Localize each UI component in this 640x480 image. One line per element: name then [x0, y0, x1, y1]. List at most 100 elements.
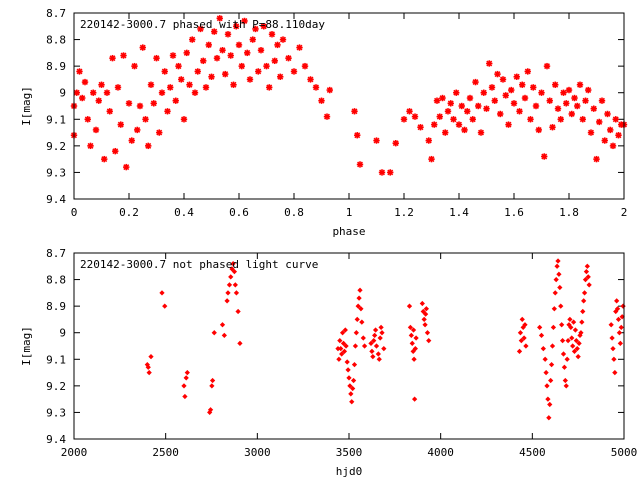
unphased-data-point — [351, 361, 358, 368]
unphased-data-point — [569, 335, 575, 341]
phased-data-point — [428, 155, 435, 163]
phased-data-point — [607, 126, 614, 134]
phased-axis-ticks: 0 0.2 0.4 0.6 0.8 1 1.2 1.4 1.6 1.8 2 8.7 8.8 8.9 9 9.1… — [46, 7, 627, 219]
phased-data-point — [455, 121, 463, 128]
phased-data-point — [200, 57, 207, 65]
unphased-y-tick-label: 9.4 — [46, 433, 66, 446]
unphased-y-axis-label: I[mag] — [20, 326, 33, 366]
unphased-data-point — [162, 303, 168, 309]
unphased-data-point — [419, 300, 425, 307]
phased-data-point — [112, 147, 119, 155]
unphased-data-point — [559, 338, 566, 344]
unphased-y-tick-label: 8.9 — [46, 300, 66, 313]
phased-data-point — [301, 62, 309, 70]
phased-data-points — [70, 15, 628, 176]
phased-data-point — [106, 108, 113, 115]
phased-data-point — [431, 121, 438, 128]
phased-data-point — [266, 84, 273, 91]
phased-x-tick-label: 1.6 — [504, 206, 524, 219]
phased-data-point — [464, 108, 471, 115]
phased-data-point — [406, 108, 413, 115]
phased-data-point — [227, 52, 234, 59]
phased-data-point — [263, 62, 270, 70]
unphased-data-point — [410, 327, 417, 333]
phased-data-point — [211, 28, 218, 35]
phased-data-point — [354, 132, 361, 139]
unphased-x-axis-label: hjd0 — [336, 465, 363, 478]
unphased-data-point — [146, 369, 152, 376]
unphased-data-point — [555, 258, 561, 264]
unphased-data-point — [612, 369, 618, 376]
phased-data-point — [469, 116, 476, 123]
phased-data-point — [312, 84, 320, 91]
unphased-data-point — [582, 276, 589, 283]
phased-data-point — [519, 81, 526, 88]
unphased-data-point — [360, 335, 366, 341]
phased-data-point — [114, 84, 122, 91]
phased-data-point — [260, 23, 267, 30]
phased-data-point — [400, 116, 408, 123]
phased-data-point — [587, 129, 595, 136]
unphased-data-point — [518, 338, 524, 344]
unphased-y-tick-label: 9.1 — [46, 353, 66, 366]
unphased-data-point — [232, 282, 238, 288]
unphased-data-point — [420, 308, 426, 315]
phased-data-point — [73, 89, 80, 96]
unphased-data-point — [355, 303, 361, 309]
phased-data-point — [186, 81, 193, 88]
phased-data-point — [458, 102, 465, 110]
phased-data-point — [180, 116, 188, 123]
phased-data-point — [81, 78, 89, 86]
phased-data-point — [131, 62, 138, 70]
phased-data-point — [466, 94, 474, 102]
phased-data-point — [183, 49, 190, 57]
phased-data-point — [392, 140, 399, 147]
phased-y-tick-label: 8.7 — [46, 7, 66, 20]
phased-data-point — [142, 116, 149, 123]
phased-data-point — [147, 81, 155, 88]
unphased-data-point — [341, 348, 348, 354]
phased-data-point — [189, 36, 196, 43]
phased-data-point — [472, 78, 479, 86]
unphased-data-point — [574, 346, 580, 352]
unphased-data-point — [412, 346, 418, 352]
phased-data-point — [475, 102, 482, 110]
phased-data-point — [109, 54, 116, 62]
unphased-data-point — [570, 319, 577, 325]
phased-data-point — [235, 41, 243, 49]
unphased-chart-title: 220142-3000.7 not phased light curve — [80, 258, 318, 271]
phased-data-point — [521, 94, 529, 102]
phased-data-point — [98, 81, 105, 88]
phased-data-point — [241, 17, 248, 25]
phased-data-point — [222, 70, 229, 78]
phased-plot-frame — [73, 12, 625, 200]
unphased-data-point — [546, 415, 552, 421]
phased-data-point — [79, 94, 86, 102]
phased-data-point — [505, 121, 512, 128]
phased-data-point — [167, 84, 174, 91]
unphased-data-point — [578, 330, 584, 336]
phased-data-point — [87, 142, 94, 150]
phased-data-point — [604, 110, 611, 118]
phased-data-point — [244, 49, 251, 57]
phased-y-tick-label: 9 — [59, 87, 66, 100]
phased-data-point — [453, 89, 460, 96]
phased-data-point — [161, 68, 168, 75]
unphased-data-point — [618, 324, 624, 331]
unphased-data-point — [543, 369, 549, 376]
phased-data-point — [502, 92, 509, 99]
unphased-x-tick-label: 2500 — [152, 446, 179, 459]
unphased-data-point — [233, 290, 240, 296]
unphased-data-point — [229, 266, 235, 272]
unphased-data-point — [614, 306, 621, 312]
phased-data-point — [224, 31, 232, 38]
unphased-data-point — [544, 383, 550, 389]
unphased-data-point — [408, 332, 414, 338]
phased-x-axis-label: phase — [332, 225, 365, 238]
unphased-data-point — [344, 359, 350, 365]
phased-data-point — [219, 47, 226, 54]
unphased-data-point — [519, 316, 525, 323]
unphased-data-points — [144, 258, 626, 421]
unphased-data-point — [581, 290, 588, 296]
